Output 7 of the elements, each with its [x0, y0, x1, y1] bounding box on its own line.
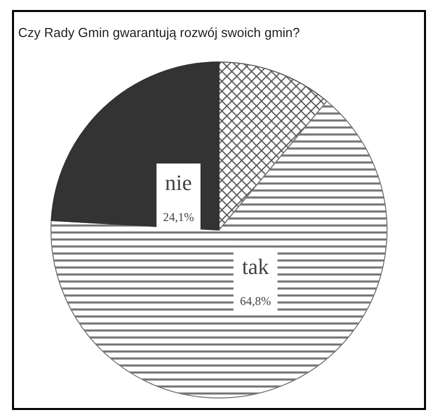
data-label: 24,1%: [163, 210, 194, 224]
slice-label: tak: [242, 254, 269, 279]
pie-slice: [50, 100, 388, 398]
chart-title: Czy Rady Gmin gwarantują rozwój swoich gmin?: [18, 24, 300, 40]
pie-slice: [218, 62, 328, 230]
slice-label: nie: [165, 170, 192, 195]
data-label: 64,8%: [240, 294, 271, 308]
